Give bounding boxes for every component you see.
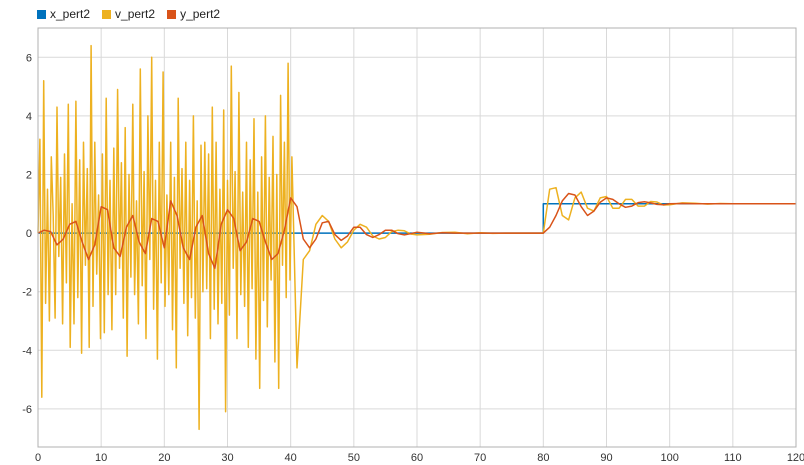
x-tick-label: 20 [158,452,170,464]
legend-swatch-y-pert2 [167,9,177,19]
legend-item-v-pert2[interactable]: v_pert2 [102,7,155,21]
x-tick-label: 90 [600,452,612,464]
series-line-y-pert2 [37,192,796,270]
legend-swatch-x-pert2 [37,9,46,19]
y-tick-label: 4 [26,111,32,123]
x-tick-label: 50 [348,452,360,464]
x-tick-label: 120 [787,452,804,464]
legend-item-y-pert2[interactable]: y_pert2 [167,7,220,21]
x-tick-label: 110 [724,452,742,464]
x-tick-label: 30 [221,452,233,464]
y-tick-label: -6 [22,404,32,416]
x-tick-label: 100 [660,452,678,464]
plot-frame [37,27,797,448]
legend-item-x-pert2[interactable]: x_pert2 [37,7,90,21]
legend: x_pert2 v_pert2 y_pert2 [37,0,232,28]
x-tick-label: 80 [537,452,549,464]
x-tick-label: 60 [411,452,423,464]
legend-label-v-pert2: v_pert2 [115,7,156,21]
y-tick-label: 2 [26,170,32,182]
x-tick-label: 0 [35,452,41,464]
y-tick-label: 6 [26,52,32,64]
legend-label-x-pert2: x_pert2 [50,7,91,21]
x-tick-label: 70 [474,452,486,464]
x-tick-label: 40 [285,452,297,464]
x-tick-label: 10 [95,452,107,464]
legend-label-y-pert2: y_pert2 [180,7,221,21]
legend-swatch-v-pert2 [102,9,112,19]
y-tick-label: -4 [22,345,32,357]
y-tick-label: 0 [26,228,32,240]
y-tick-label: -2 [22,287,32,299]
